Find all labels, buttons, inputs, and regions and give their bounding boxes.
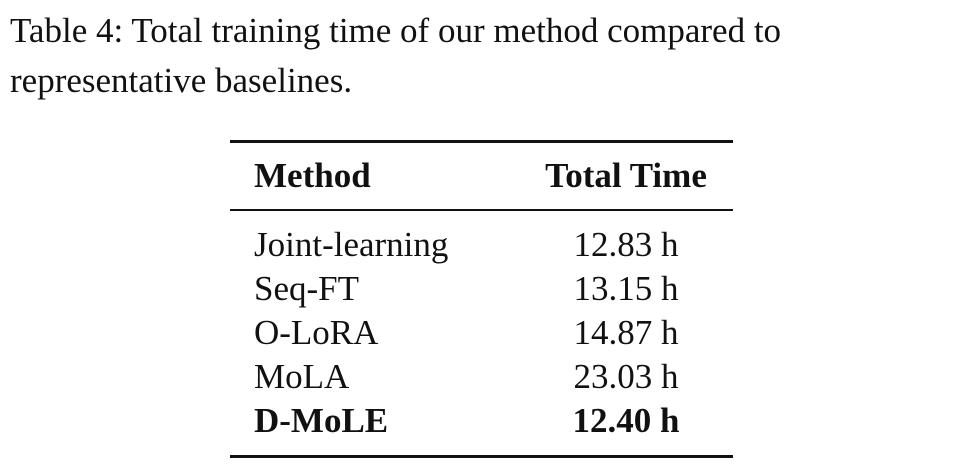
table-row: MoLA 23.03 h <box>230 355 733 399</box>
method-cell: Seq-FT <box>254 269 359 308</box>
time-cell: 23.03 h <box>573 357 679 396</box>
header-method: Method <box>254 156 371 195</box>
table-row: Seq-FT 13.15 h <box>230 267 733 311</box>
table-header-row: Method Total Time <box>230 141 733 211</box>
method-cell: MoLA <box>254 357 350 396</box>
time-cell: 12.40 h <box>572 401 680 440</box>
method-cell: Joint-learning <box>254 225 449 264</box>
table-row: Joint-learning 12.83 h <box>230 210 733 267</box>
time-cell: 14.87 h <box>573 313 679 352</box>
time-cell: 13.15 h <box>573 269 679 308</box>
method-cell: O-LoRA <box>254 313 379 352</box>
table-row-highlighted: D-MoLE 12.40 h <box>230 399 733 457</box>
table-caption: Table 4: Total training time of our meth… <box>10 11 782 100</box>
table-row: O-LoRA 14.87 h <box>230 311 733 355</box>
header-total-time: Total Time <box>545 156 707 195</box>
method-cell: D-MoLE <box>254 401 389 440</box>
training-time-table: Method Total Time Joint-learning 12.83 h… <box>230 140 733 458</box>
time-cell: 12.83 h <box>573 225 679 264</box>
results-table-container: Method Total Time Joint-learning 12.83 h… <box>230 140 733 458</box>
